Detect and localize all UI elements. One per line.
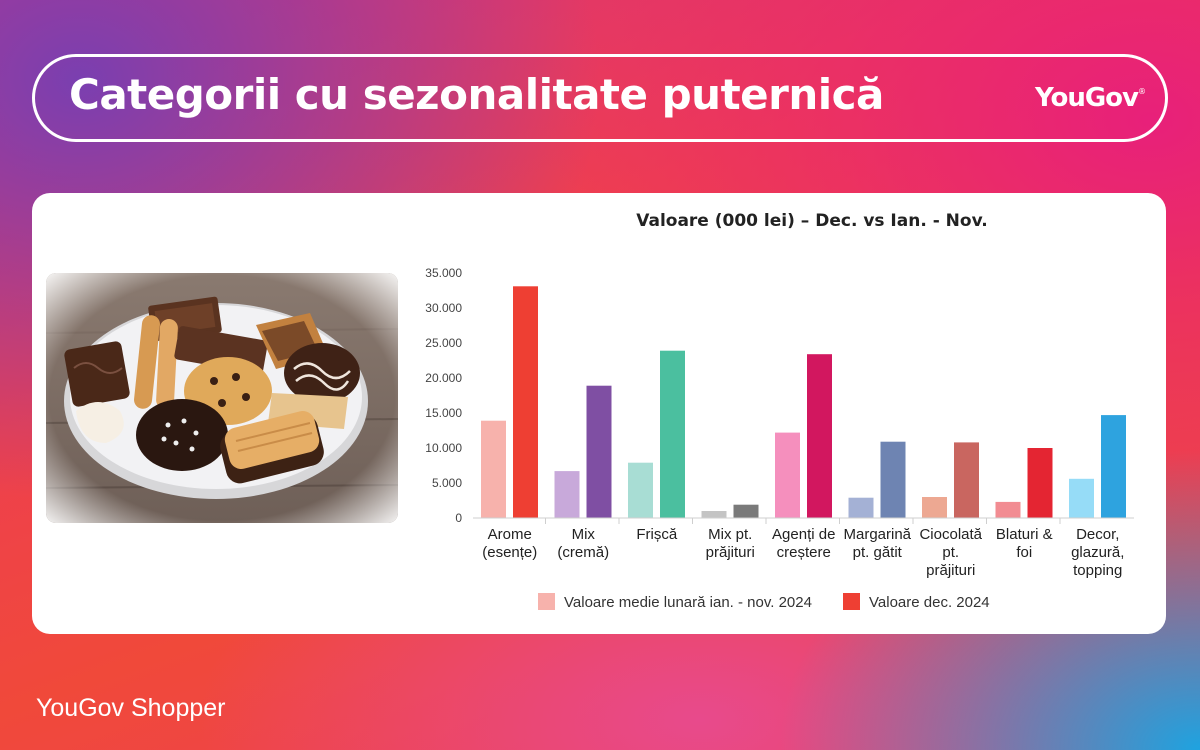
title-bar: Categorii cu sezonalitate puternică YouG… (32, 54, 1168, 142)
x-category-label: Mix (cremă) (557, 526, 609, 561)
x-category-line: (esențe) (482, 544, 537, 561)
cookies-plate-icon (46, 273, 398, 523)
x-category-label: Margarină pt. gătit (843, 526, 911, 561)
x-category-label: Decor, glazură, topping (1071, 526, 1124, 579)
registered-mark: ® (1138, 87, 1146, 96)
x-category-line: Ciocolată (919, 526, 982, 543)
footer-brand: YouGov Shopper (36, 694, 226, 722)
x-category-line: Frișcă (636, 526, 677, 543)
bar-dec-0 (513, 286, 538, 518)
x-category-line: pt. (942, 544, 959, 561)
bar-dec-8 (1101, 415, 1126, 518)
x-category-line: Margarină (843, 526, 911, 543)
y-axis: 0 5.000 10.000 15.000 20.000 25.000 30.000 35.0… (425, 266, 462, 525)
x-axis-labels: Arome (esențe)Mix (cremă)Frișcă Mix pt. prăj… (482, 518, 1124, 579)
bar-dec-2 (660, 350, 685, 518)
x-category-line: prăjituri (926, 562, 975, 579)
y-tick-label: 25.000 (425, 336, 462, 350)
bar-dec-3 (733, 504, 759, 518)
bar-avg-5 (848, 497, 874, 518)
page-title: Categorii cu sezonalitate puternică (69, 70, 884, 119)
x-category-line: prăjituri (706, 544, 755, 561)
y-tick-label: 5.000 (432, 476, 462, 490)
legend-label: Valoare dec. 2024 (869, 594, 990, 611)
x-category-line: glazură, (1071, 544, 1124, 561)
cookies-plate-photo (46, 273, 398, 523)
bar-avg-8 (1069, 478, 1094, 518)
x-category-label: Mix pt. prăjituri (706, 526, 755, 561)
x-category-line: Agenți de (772, 526, 835, 543)
yougov-logo: YouGov® (1035, 83, 1146, 113)
x-category-line: topping (1073, 562, 1122, 579)
bar-avg-2 (628, 462, 653, 518)
legend-swatch (538, 593, 555, 610)
x-category-line: foi (1016, 544, 1032, 561)
bar-avg-1 (554, 471, 580, 518)
bar-avg-7 (995, 501, 1021, 518)
x-category-line: creștere (777, 544, 831, 561)
bar-avg-3 (701, 511, 727, 518)
x-category-line: pt. gătit (853, 544, 903, 561)
bar-dec-6 (954, 442, 979, 518)
y-tick-label: 35.000 (425, 266, 462, 280)
x-category-label: Arome (esențe) (482, 526, 537, 561)
x-category-label: Blaturi & foi (996, 526, 1053, 561)
x-category-line: Mix pt. (708, 526, 752, 543)
legend-label: Valoare medie lunară ian. - nov. 2024 (564, 594, 812, 611)
x-category-line: Mix (572, 526, 596, 543)
bar-avg-4 (775, 432, 800, 518)
bar-chart: Valoare (000 lei) – Dec. vs Ian. - Nov. … (425, 211, 1134, 611)
y-tick-label: 0 (455, 511, 462, 525)
yougov-logo-text: YouGov (1035, 83, 1139, 113)
y-tick-label: 10.000 (425, 441, 462, 455)
y-tick-label: 20.000 (425, 371, 462, 385)
bar-avg-6 (922, 497, 947, 518)
y-tick-label: 30.000 (425, 301, 462, 315)
bar-dec-7 (1027, 448, 1053, 518)
x-category-line: Decor, (1076, 526, 1119, 543)
x-category-line: Arome (488, 526, 532, 543)
bar-dec-5 (880, 441, 906, 518)
x-category-label: Frișcă (636, 526, 677, 543)
chart-title: Valoare (000 lei) – Dec. vs Ian. - Nov. (636, 211, 988, 231)
legend-swatch (843, 593, 860, 610)
x-category-label: Ciocolată pt. prăjituri (919, 526, 982, 579)
bar-dec-1 (586, 385, 612, 518)
bars (481, 286, 1126, 518)
y-tick-label: 15.000 (425, 406, 462, 420)
x-category-line: (cremă) (557, 544, 609, 561)
x-category-line: Blaturi & (996, 526, 1053, 543)
bar-dec-4 (807, 354, 832, 518)
bar-avg-0 (481, 420, 506, 518)
x-category-label: Agenți de creștere (772, 526, 835, 561)
legend: Valoare medie lunară ian. - nov. 2024 Val… (538, 593, 990, 611)
